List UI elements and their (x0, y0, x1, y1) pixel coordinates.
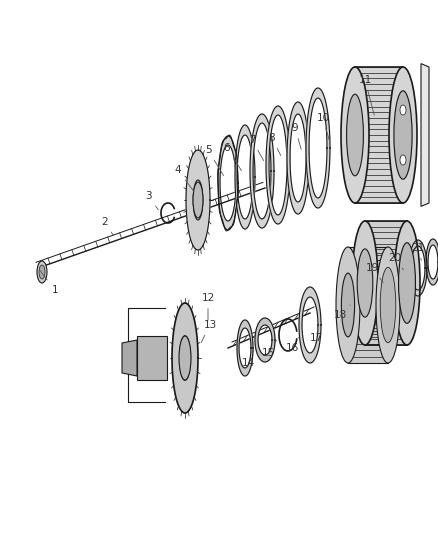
Text: 5: 5 (205, 145, 223, 176)
Polygon shape (237, 320, 253, 376)
Text: 13: 13 (201, 320, 217, 343)
Polygon shape (137, 336, 167, 380)
Ellipse shape (352, 221, 378, 345)
Text: 10: 10 (316, 113, 329, 140)
Text: 14: 14 (241, 351, 254, 368)
Text: 11: 11 (358, 75, 374, 115)
Ellipse shape (179, 336, 191, 380)
Ellipse shape (389, 67, 417, 203)
Text: 20: 20 (389, 253, 403, 270)
Polygon shape (186, 150, 210, 250)
Polygon shape (421, 63, 429, 206)
Ellipse shape (376, 247, 400, 363)
Ellipse shape (341, 67, 369, 203)
Ellipse shape (37, 261, 47, 283)
Text: 15: 15 (261, 340, 276, 358)
Text: 18: 18 (333, 305, 350, 320)
Polygon shape (299, 287, 321, 363)
Polygon shape (218, 136, 238, 230)
Ellipse shape (336, 247, 360, 363)
Polygon shape (172, 303, 198, 413)
Text: 12: 12 (201, 293, 215, 320)
Polygon shape (348, 247, 388, 363)
Polygon shape (306, 88, 330, 208)
Polygon shape (287, 102, 309, 214)
Polygon shape (266, 106, 290, 224)
Text: 9: 9 (292, 123, 301, 149)
Polygon shape (122, 340, 137, 376)
Polygon shape (365, 221, 407, 345)
Text: 7: 7 (249, 135, 264, 160)
Text: 17: 17 (309, 326, 323, 343)
Text: 6: 6 (224, 143, 241, 171)
Polygon shape (355, 67, 403, 203)
Text: 3: 3 (145, 191, 158, 210)
Text: 1: 1 (40, 270, 58, 295)
Text: 16: 16 (286, 337, 299, 353)
Polygon shape (426, 239, 438, 285)
Polygon shape (409, 240, 427, 296)
Ellipse shape (346, 94, 364, 176)
Ellipse shape (394, 221, 420, 345)
Text: 21: 21 (411, 243, 424, 260)
Text: 2: 2 (102, 217, 113, 236)
Polygon shape (255, 318, 275, 362)
Ellipse shape (400, 155, 406, 165)
Text: 4: 4 (175, 165, 193, 191)
Ellipse shape (39, 265, 45, 279)
Ellipse shape (394, 91, 412, 179)
Polygon shape (250, 114, 274, 228)
Polygon shape (235, 125, 255, 229)
Ellipse shape (400, 105, 406, 115)
Ellipse shape (380, 268, 396, 343)
Ellipse shape (399, 243, 416, 324)
Ellipse shape (193, 182, 203, 218)
Ellipse shape (357, 249, 373, 317)
Text: 8: 8 (268, 133, 281, 156)
Text: 19: 19 (365, 263, 383, 283)
Ellipse shape (341, 273, 355, 337)
